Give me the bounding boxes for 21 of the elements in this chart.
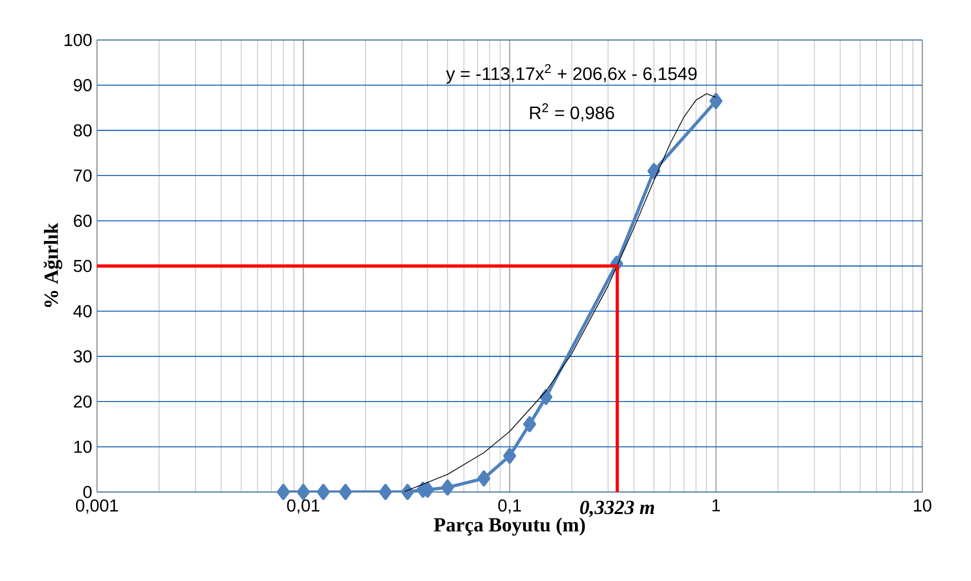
y-tick-label: 100 <box>64 34 92 46</box>
y-tick-label: 90 <box>74 79 92 92</box>
y-axis-title: % Ağırlık <box>44 222 62 307</box>
y-tick-label: 30 <box>74 350 92 363</box>
x-tick-label: 0,1 <box>498 499 521 514</box>
x-tick-label: 0,01 <box>287 499 320 514</box>
y-tick-label: 50 <box>74 260 92 272</box>
x-tick-label: 0,001 <box>76 499 118 514</box>
y-tick-label: 10 <box>74 440 92 453</box>
y-tick-label: 0 <box>83 486 92 498</box>
annotation: y = -113,17x$^{2}$ + 206,6x - 6,1549 <box>446 64 697 84</box>
y-tick-label: 40 <box>73 305 92 318</box>
y-tick-label: 20 <box>74 395 92 408</box>
annotation: 0,3323 m <box>580 500 654 518</box>
y-tick-label: 60 <box>74 214 92 227</box>
y-tick-label: 70 <box>74 169 92 182</box>
x-tick-label: 10 <box>914 499 932 512</box>
annotation: R$^{2}$ = 0,986 <box>530 103 614 122</box>
x-tick-label: 1 <box>712 499 720 512</box>
x-axis-title: Parça Boyutu (m) <box>434 518 585 536</box>
y-tick-label: 80 <box>74 124 92 137</box>
